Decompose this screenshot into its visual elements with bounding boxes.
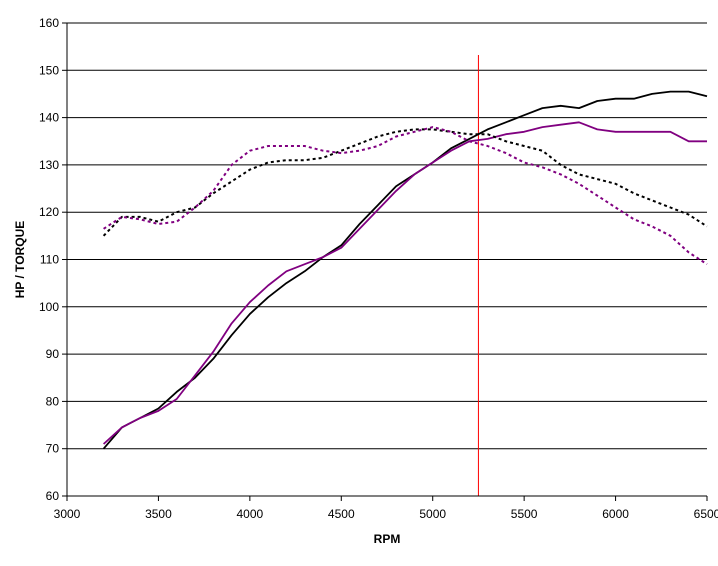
y-tick-label: 70 [46, 442, 60, 456]
axes [62, 22, 708, 501]
y-tick-label: 150 [39, 63, 59, 77]
x-tick-label: 6000 [602, 507, 629, 521]
y-tick-label: 140 [39, 111, 59, 125]
y-tick-label: 100 [39, 300, 59, 314]
series-line-4-dotted [103, 126, 708, 266]
x-tick-label: 5500 [511, 507, 538, 521]
x-tick-label: 3500 [145, 507, 172, 521]
y-tick-label: 80 [46, 394, 60, 408]
y-tick-label: 160 [39, 16, 59, 30]
x-tick-label: 3000 [54, 507, 81, 521]
x-tick-labels: 3000 3500 4000 4500 5000 5500 6000 6500 [54, 507, 718, 521]
series-line-1-solid [102, 90, 708, 450]
y-tick-label: 60 [46, 489, 60, 503]
y-tick-label: 120 [39, 205, 59, 219]
y-axis-label: HP / TORQUE [13, 221, 27, 299]
series-lines [102, 90, 708, 450]
x-tick-label: 6500 [694, 507, 718, 521]
y-tick-labels: 60 70 80 90 100 110 120 130 140 150 160 [39, 16, 59, 503]
y-tick-label: 130 [39, 158, 59, 172]
x-axis-label: RPM [374, 532, 401, 546]
x-tick-label: 4500 [328, 507, 355, 521]
x-tick-label: 4000 [237, 507, 264, 521]
series-line-3-dotted [102, 128, 708, 237]
grid-lines [67, 22, 707, 450]
y-tick-label: 90 [46, 347, 60, 361]
x-tick-label: 5000 [419, 507, 446, 521]
series-line-2-solid [102, 121, 707, 445]
y-tick-label: 110 [40, 253, 59, 267]
